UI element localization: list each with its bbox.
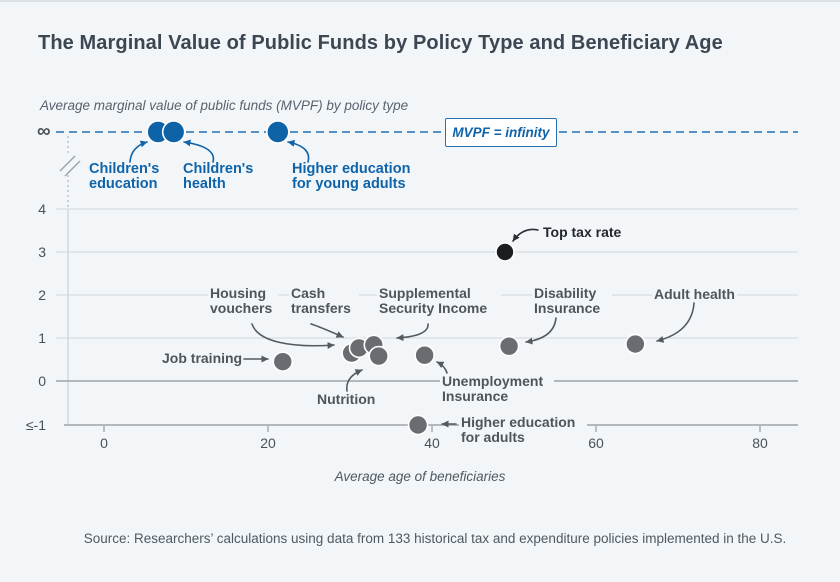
axis-break-mark <box>64 160 81 177</box>
label-job-training: Job training <box>160 350 245 366</box>
y-tick-leq-1: ≤-1 <box>25 417 46 433</box>
infinity-badge: MVPF = infinity <box>445 118 557 147</box>
arrow-supplemental-security-income <box>396 323 429 342</box>
x-axis-title: Average age of beneficiaries <box>334 469 506 484</box>
y-tick-2: 2 <box>38 287 46 303</box>
label-housing-vouchers: Housing vouchers <box>208 286 278 316</box>
arrow-unemployment-insurance <box>436 361 448 374</box>
arrow-cash-transfers <box>310 323 344 338</box>
point-job-training <box>272 351 294 372</box>
source-note: Source: Researchers’ calculations using … <box>83 531 787 546</box>
arrow-housing-vouchers <box>251 323 335 349</box>
y-tick-3: 3 <box>38 244 46 260</box>
point-top-tax-rate <box>495 242 515 262</box>
x-tick-0: 0 <box>100 435 108 451</box>
arrow-adult-health <box>656 302 695 343</box>
point-children-education <box>146 120 170 144</box>
label-higher-education-adults: Higher education for adults <box>459 415 587 445</box>
label-children-health: Children's health <box>181 162 265 192</box>
x-tick-20: 20 <box>260 435 276 451</box>
point-disability-insurance <box>498 335 520 357</box>
label-top-tax-rate: Top tax rate <box>541 224 624 240</box>
label-disability-insurance: Disability Insurance <box>532 286 612 316</box>
label-unemployment-insurance: Unemployment Insurance <box>440 374 554 404</box>
arrow-top-tax-rate <box>512 228 539 242</box>
point-unemployment-insurance <box>414 344 435 366</box>
label-supplemental-security-income: Supplemental Security Income <box>377 286 501 316</box>
label-nutrition: Nutrition <box>315 391 378 407</box>
infinity-tick-label: ∞ <box>37 121 51 142</box>
x-tick-80: 80 <box>752 435 768 451</box>
label-adult-health: Adult health <box>652 286 737 302</box>
figure-title: The Marginal Value of Public Funds by Po… <box>38 32 723 54</box>
arrow-children-education <box>129 140 148 163</box>
arrow-higher-education-young-adults <box>287 139 310 163</box>
axis-break-mark <box>59 155 76 172</box>
y-tick-0: 0 <box>38 373 46 389</box>
label-cash-transfers: Cash transfers <box>289 286 359 316</box>
point-supplemental-security-income <box>363 334 385 356</box>
point-children-health <box>161 120 186 144</box>
arrow-children-health <box>183 139 215 163</box>
arrow-disability-insurance <box>525 317 557 345</box>
y-axis-title: Average marginal value of public funds (… <box>40 98 409 113</box>
arrow-nutrition <box>345 369 363 392</box>
point-housing-vouchers <box>341 342 362 364</box>
label-higher-education-young-adults: Higher education for young adults <box>290 162 418 192</box>
point-higher-education-adults <box>407 414 429 436</box>
x-tick-60: 60 <box>588 435 604 451</box>
point-adult-health <box>625 333 646 355</box>
point-nutrition <box>368 345 390 367</box>
point-higher-education-young-adults <box>266 120 290 144</box>
y-tick-1: 1 <box>38 330 46 346</box>
label-children-education: Children's education <box>87 162 171 192</box>
x-tick-40: 40 <box>424 435 440 451</box>
y-tick-4: 4 <box>38 201 46 217</box>
point-cash-transfers <box>348 337 370 359</box>
